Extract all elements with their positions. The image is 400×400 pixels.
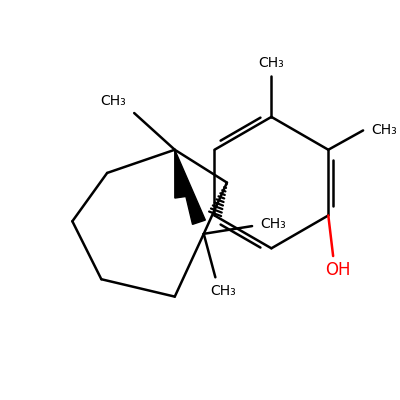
Text: OH: OH <box>325 260 351 278</box>
Text: CH₃: CH₃ <box>260 217 286 231</box>
Text: CH₃: CH₃ <box>210 284 236 298</box>
Polygon shape <box>175 150 205 224</box>
Text: CH₃: CH₃ <box>372 124 397 138</box>
Text: CH₃: CH₃ <box>258 56 284 70</box>
Polygon shape <box>175 150 188 198</box>
Text: CH₃: CH₃ <box>100 94 126 108</box>
